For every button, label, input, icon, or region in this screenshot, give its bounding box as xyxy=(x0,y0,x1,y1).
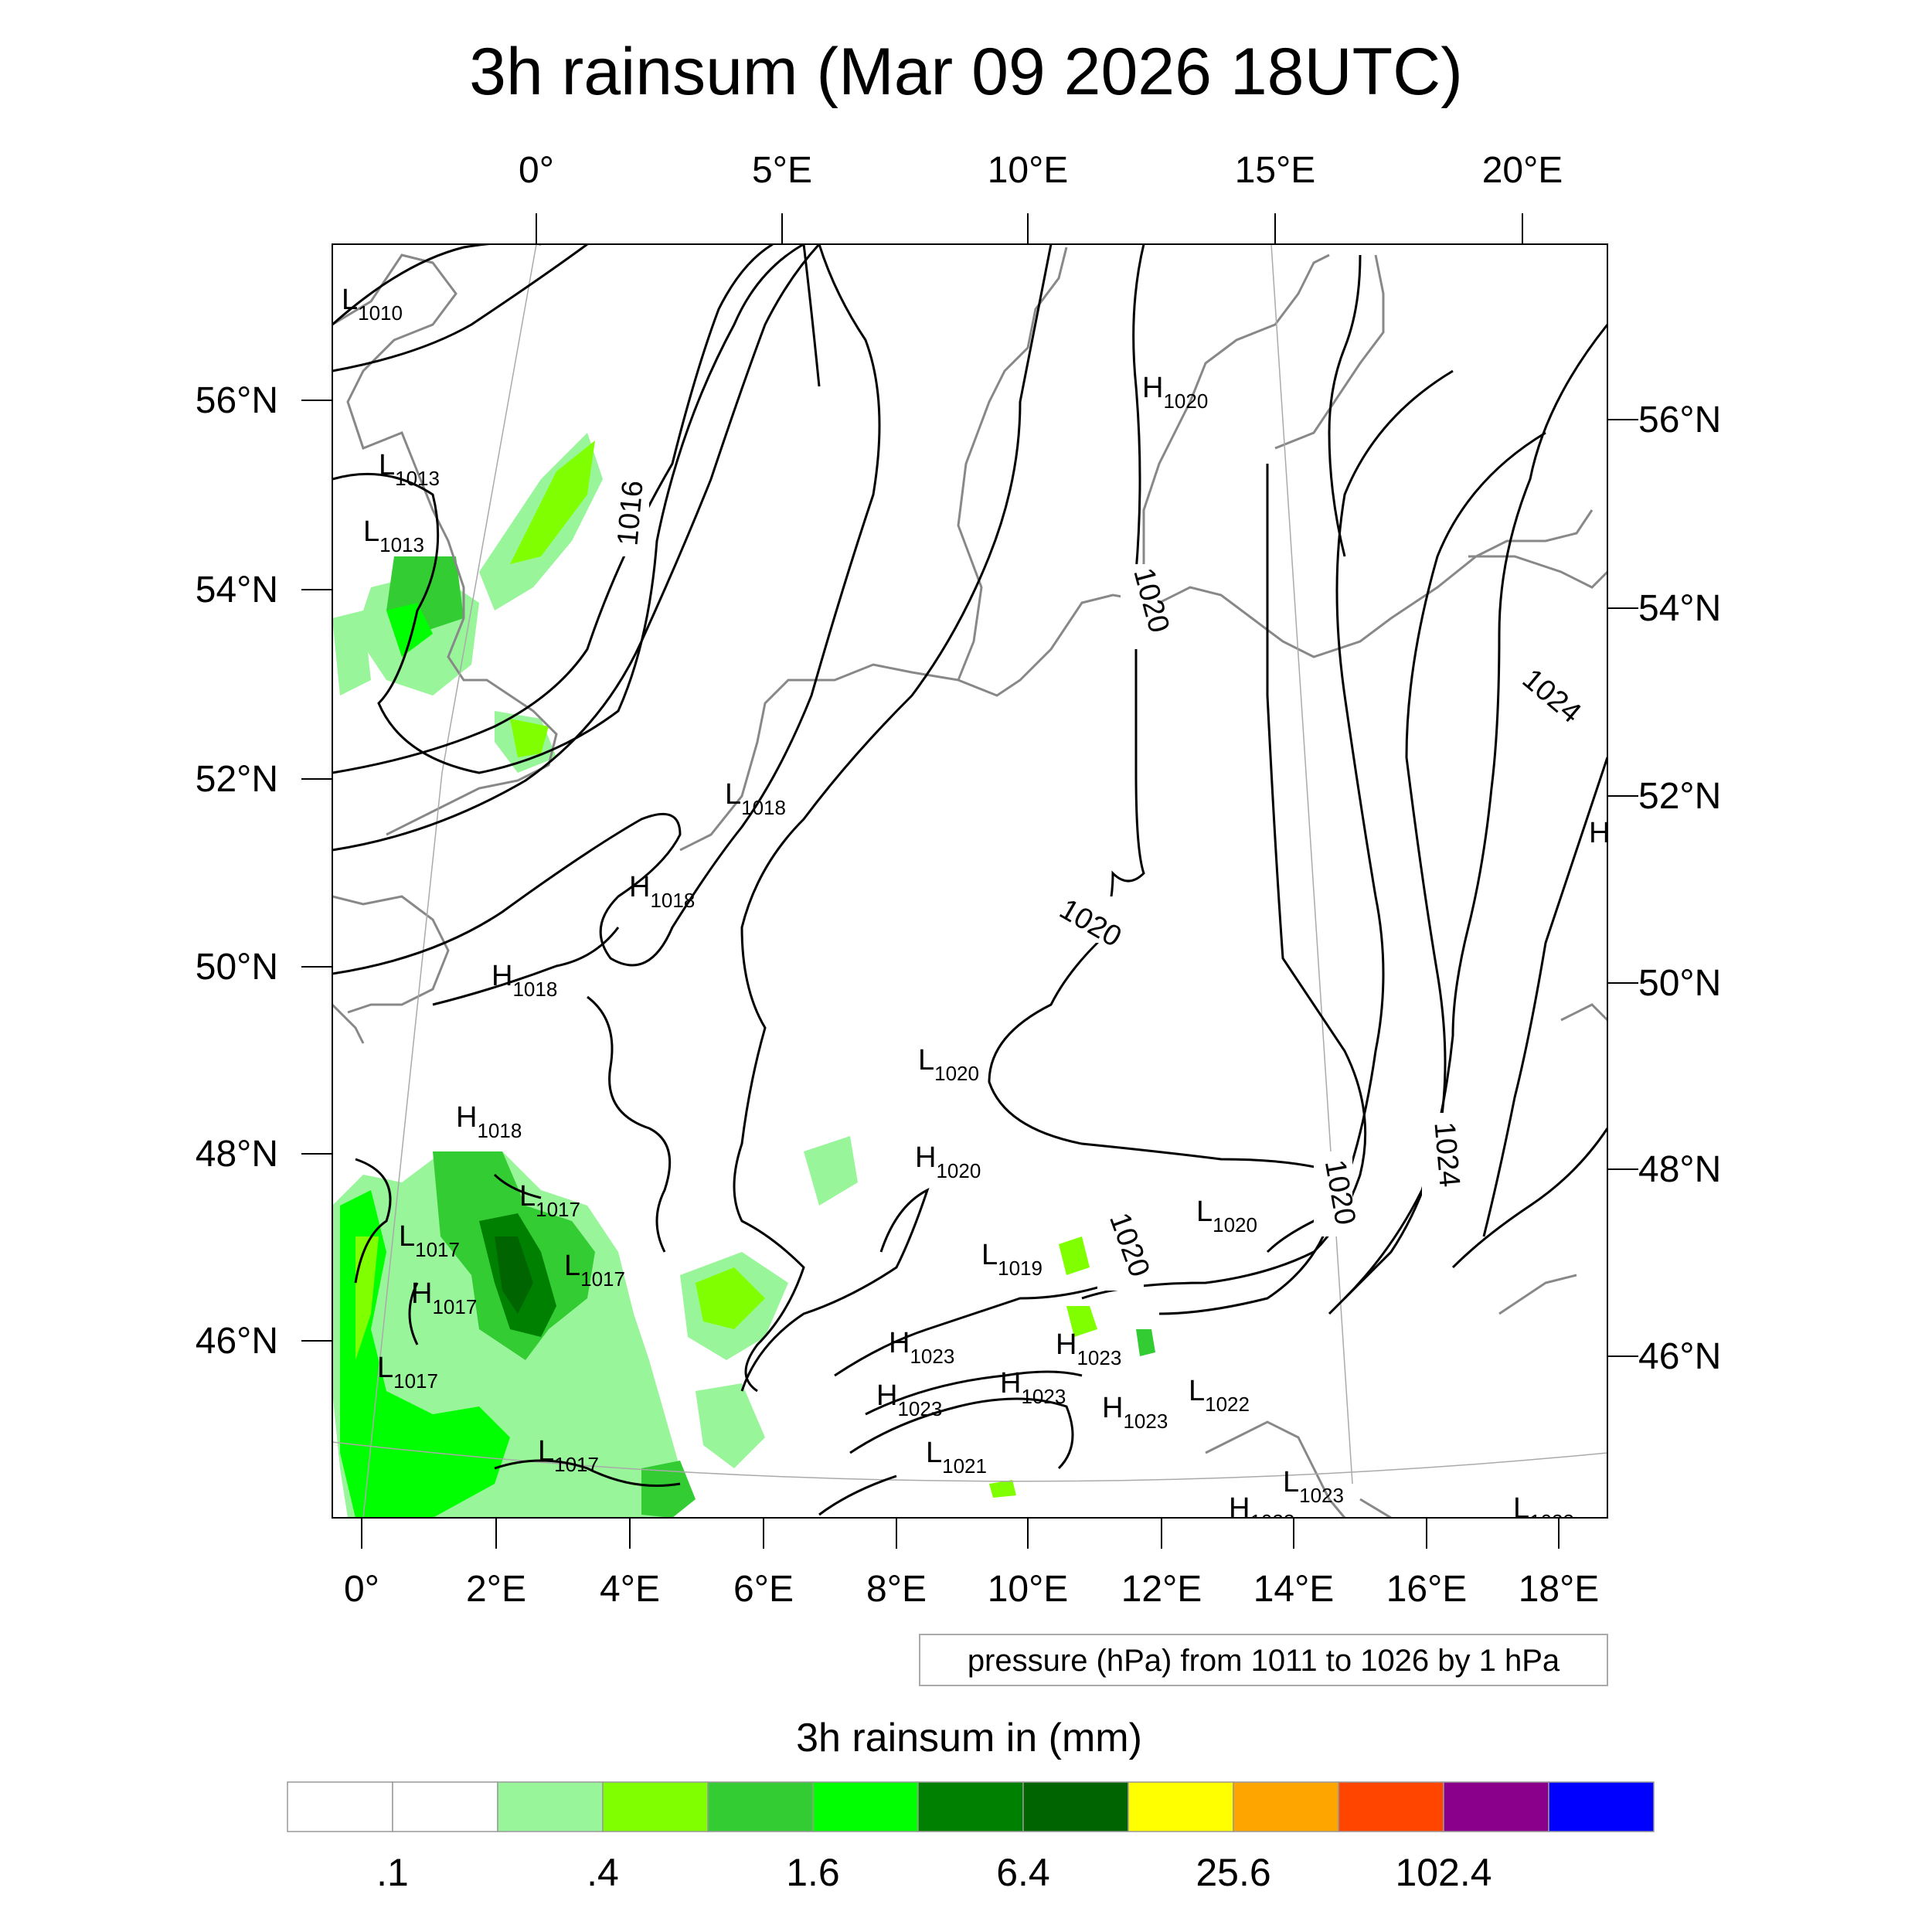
pressure-center-label: L1018 xyxy=(725,778,786,819)
svg-text:0°: 0° xyxy=(519,150,554,191)
colorbar-swatch xyxy=(1022,1781,1129,1832)
pressure-center-label: H1023 xyxy=(1102,1392,1168,1433)
chart-title: 3h rainsum (Mar 09 2026 18UTC) xyxy=(469,35,1463,109)
colorbar-swatch xyxy=(1443,1781,1549,1832)
colorbar-swatch xyxy=(497,1781,604,1832)
svg-text:18°E: 18°E xyxy=(1519,1569,1600,1610)
pressure-center-label: H1023 xyxy=(889,1327,954,1368)
pressure-center-label: L1013 xyxy=(363,515,424,556)
pressure-center-label: L1013 xyxy=(379,449,440,490)
pressure-center-label: L1023 xyxy=(1283,1466,1344,1507)
pressure-center-label: H1018 xyxy=(629,871,695,912)
colorbar-swatch xyxy=(707,1781,814,1832)
colorbar-label: .1 xyxy=(376,1851,409,1894)
colorbar-label: 25.6 xyxy=(1196,1851,1270,1894)
svg-text:5°E: 5°E xyxy=(752,150,812,191)
pressure-center-label: H1018 xyxy=(492,960,557,1001)
svg-text:46°N: 46°N xyxy=(196,1321,278,1362)
left-lat-labels: 56°N 54°N 52°N 50°N 48°N 46°N xyxy=(196,380,278,1362)
colorbar-swatch xyxy=(392,1781,498,1832)
svg-text:1024: 1024 xyxy=(1427,1121,1465,1189)
svg-text:1016: 1016 xyxy=(611,479,649,547)
pressure-center-label: H1023 xyxy=(1000,1367,1066,1408)
svg-text:54°N: 54°N xyxy=(1638,588,1721,629)
colorbar-swatch xyxy=(1338,1781,1444,1832)
svg-text:14°E: 14°E xyxy=(1253,1569,1335,1610)
colorbar-label: 6.4 xyxy=(996,1851,1050,1894)
right-lat-labels: 56°N 54°N 52°N 50°N 48°N 46°N xyxy=(1638,400,1721,1377)
svg-text:12°E: 12°E xyxy=(1121,1569,1202,1610)
svg-text:0°: 0° xyxy=(344,1569,379,1610)
svg-text:52°N: 52°N xyxy=(1638,776,1721,817)
pressure-center-label: L1020 xyxy=(1196,1196,1257,1236)
svg-text:6°E: 6°E xyxy=(733,1569,794,1610)
pressure-center-label: H1018 xyxy=(456,1101,522,1142)
pressure-center-label: L1017 xyxy=(564,1250,625,1291)
svg-text:50°N: 50°N xyxy=(1638,963,1721,1004)
colorbar-label: 1.6 xyxy=(786,1851,840,1894)
svg-text:10°E: 10°E xyxy=(988,1569,1069,1610)
bottom-lon-labels: 0° 2°E 4°E 6°E 8°E 10°E 12°E 14°E 16°E 1… xyxy=(344,1569,1599,1610)
pressure-center-label: L1017 xyxy=(519,1180,580,1221)
pressure-center-label: H1023 xyxy=(1056,1328,1121,1369)
colorbar-label: 102.4 xyxy=(1395,1851,1492,1894)
svg-text:54°N: 54°N xyxy=(196,570,278,611)
colorbar-swatch xyxy=(1128,1781,1234,1832)
svg-text:15°E: 15°E xyxy=(1235,150,1316,191)
contour-info-text: pressure (hPa) from 1011 to 1026 by 1 hP… xyxy=(968,1644,1560,1678)
colorbar-title: 3h rainsum in (mm) xyxy=(796,1716,1142,1760)
contour-labels: 1016 1020 1020 1024 1020 1024 1020 xyxy=(611,471,1587,1291)
svg-text:8°E: 8°E xyxy=(866,1569,927,1610)
pressure-center-label: L1010 xyxy=(342,284,403,325)
pressure-center-label: L1017 xyxy=(399,1220,460,1261)
svg-text:56°N: 56°N xyxy=(1638,400,1721,440)
map-content: 1016 1020 1020 1024 1020 1024 1020 L1010… xyxy=(332,244,1610,1533)
rain-field xyxy=(332,433,1155,1518)
svg-text:48°N: 48°N xyxy=(1638,1149,1721,1190)
svg-text:56°N: 56°N xyxy=(196,380,278,421)
contour-info-box xyxy=(919,1634,1608,1686)
svg-text:4°E: 4°E xyxy=(600,1569,660,1610)
pressure-centers: L1010 L1013 L1013 H1020 L1018 H1018 H1018 L1020… xyxy=(342,284,1610,1533)
svg-text:52°N: 52°N xyxy=(196,759,278,800)
pressure-center-label: H1017 xyxy=(411,1277,477,1318)
svg-text:20°E: 20°E xyxy=(1482,150,1563,191)
colorbar-swatch xyxy=(812,1781,919,1832)
svg-text:2°E: 2°E xyxy=(466,1569,526,1610)
pressure-center-label: L1023 xyxy=(1513,1492,1574,1533)
colorbar-swatch xyxy=(917,1781,1024,1832)
pressure-center-label: L1017 xyxy=(538,1435,599,1476)
pressure-center-label: H1020 xyxy=(915,1141,981,1182)
svg-text:48°N: 48°N xyxy=(196,1134,278,1175)
svg-text:16°E: 16°E xyxy=(1386,1569,1468,1610)
colorbar: .1 .4 1.6 6.4 25.6 102.4 xyxy=(287,1781,1655,1894)
colorbar-swatch xyxy=(287,1781,393,1832)
colorbar-swatch xyxy=(1233,1781,1339,1832)
pressure-center-label: L1022 xyxy=(1189,1375,1250,1416)
pressure-center-label: H1023 xyxy=(1229,1492,1294,1533)
svg-text:46°N: 46°N xyxy=(1638,1336,1721,1377)
svg-text:50°N: 50°N xyxy=(196,947,278,988)
pressure-center-label: H xyxy=(1589,817,1610,849)
pressure-center-label: L1020 xyxy=(918,1044,979,1085)
map-frame xyxy=(332,243,1608,1519)
pressure-center-label: L1019 xyxy=(981,1239,1043,1280)
colorbar-swatch xyxy=(602,1781,709,1832)
pressure-center-label: L1017 xyxy=(377,1352,438,1393)
tick-marks xyxy=(301,213,1638,1549)
svg-text:10°E: 10°E xyxy=(988,150,1069,191)
pressure-center-label: H1023 xyxy=(876,1379,942,1420)
pressure-center-label: L1021 xyxy=(926,1437,987,1478)
pressure-center-label: H1020 xyxy=(1142,372,1208,413)
top-lon-labels: 0° 5°E 10°E 15°E 20°E xyxy=(519,150,1563,191)
colorbar-label: .4 xyxy=(587,1851,619,1894)
colorbar-swatch xyxy=(1548,1781,1655,1832)
